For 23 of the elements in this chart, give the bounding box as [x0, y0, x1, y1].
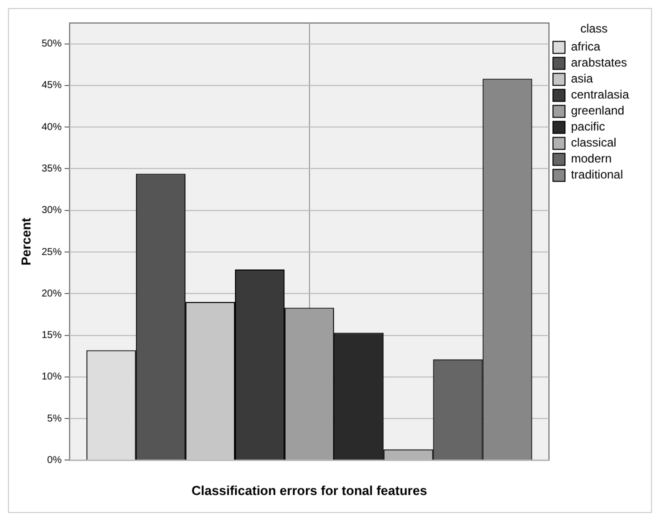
legend-label: africa: [570, 40, 601, 54]
y-tick-label: 45%: [42, 80, 62, 92]
legend-label: asia: [570, 72, 594, 86]
legend-label: greenland: [570, 104, 624, 118]
y-tick-label: 40%: [42, 122, 62, 133]
y-tick-label: 10%: [42, 372, 62, 383]
legend-label: pacific: [570, 120, 605, 134]
legend-label: traditional: [570, 168, 623, 182]
y-tick-label: 50%: [42, 38, 62, 50]
y-tick-label: 15%: [42, 330, 62, 342]
legend-label: modern: [570, 152, 612, 166]
x-axis-title: Classification errors for tonal features: [192, 482, 428, 498]
y-tick-label: 35%: [42, 163, 62, 174]
y-tick-label: 25%: [42, 246, 62, 258]
legend-title: class: [580, 21, 608, 36]
y-tick-label: 0%: [47, 454, 62, 466]
y-tick-label: 5%: [47, 413, 62, 424]
y-tick-label: 20%: [42, 288, 62, 300]
legend-label: classical: [570, 136, 616, 150]
legend-label: arabstates: [570, 56, 628, 70]
legend-label: centralasia: [570, 88, 630, 102]
y-tick-label: 30%: [42, 205, 62, 216]
y-axis-title: Percent: [18, 217, 34, 266]
